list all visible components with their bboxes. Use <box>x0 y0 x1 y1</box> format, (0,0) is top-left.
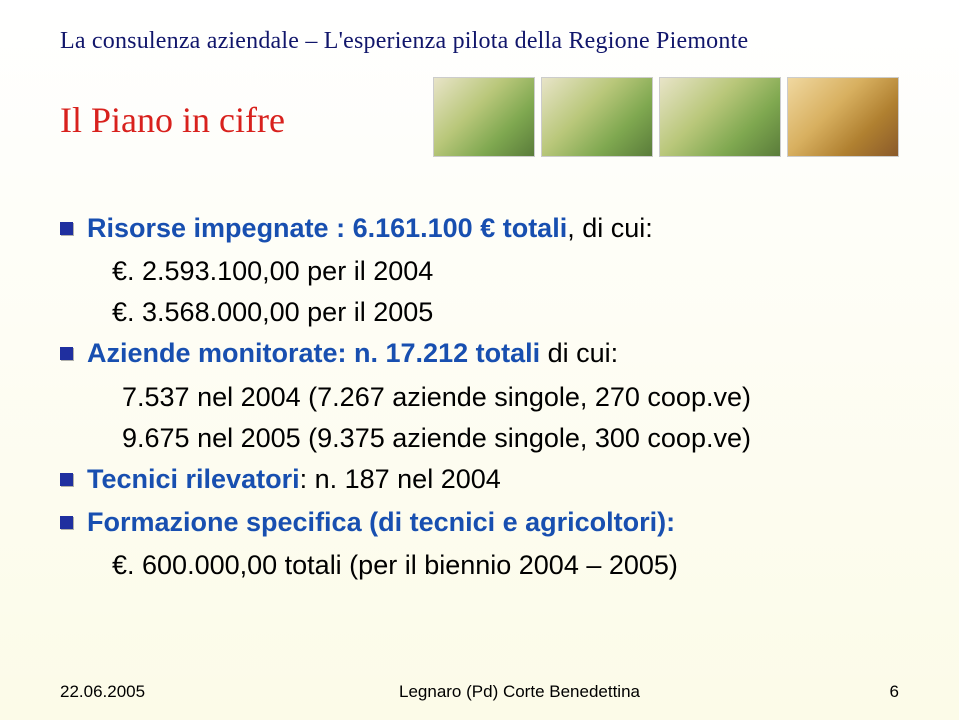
bullet-text: Aziende monitorate: n. 17.212 totali di … <box>87 334 899 373</box>
label-risorse: Risorse impegnate <box>87 213 329 243</box>
bullet-square-icon <box>60 516 73 529</box>
value-tecnici: : n. 187 nel 2004 <box>300 464 501 494</box>
footer-page: 6 <box>859 682 899 702</box>
bullet-text: Formazione specifica (di tecnici e agric… <box>87 503 899 542</box>
bullet-square-icon <box>60 347 73 360</box>
slide-header: La consulenza aziendale – L'esperienza p… <box>60 28 899 55</box>
value-aziende: : n. 17.212 totali <box>338 338 541 368</box>
photo-farmer-field <box>541 77 653 157</box>
slide-title: Il Piano in cifre <box>60 99 285 141</box>
photo-euro-money <box>787 77 899 157</box>
bullet-formazione: Formazione specifica (di tecnici e agric… <box>60 503 899 542</box>
slide: La consulenza aziendale – L'esperienza p… <box>0 0 959 720</box>
bullet-aziende: Aziende monitorate: n. 17.212 totali di … <box>60 334 899 373</box>
sub-risorse-2004: €. 2.593.100,00 per il 2004 <box>112 252 899 291</box>
value-risorse: : 6.161.100 € totali <box>329 213 568 243</box>
footer: 22.06.2005 Legnaro (Pd) Corte Benedettin… <box>0 682 959 702</box>
photo-vineyard-rows <box>659 77 781 157</box>
title-row: Il Piano in cifre <box>60 77 899 157</box>
sub-formazione: €. 600.000,00 totali (per il biennio 200… <box>112 546 899 585</box>
bullet-text: Risorse impegnate : 6.161.100 € totali, … <box>87 209 899 248</box>
sub-aziende-2004: 7.537 nel 2004 (7.267 aziende singole, 2… <box>122 378 899 417</box>
bullet-risorse: Risorse impegnate : 6.161.100 € totali, … <box>60 209 899 248</box>
bullet-square-icon <box>60 473 73 486</box>
header-images <box>433 77 899 157</box>
label-aziende: Aziende monitorate <box>87 338 338 368</box>
sub-aziende-2005: 9.675 nel 2005 (9.375 aziende singole, 3… <box>122 419 899 458</box>
footer-date: 22.06.2005 <box>60 682 180 702</box>
label-tecnici: Tecnici rilevatori <box>87 464 300 494</box>
photo-olive-grove <box>433 77 535 157</box>
bullet-square-icon <box>60 222 73 235</box>
tail-aziende: di cui: <box>540 338 618 368</box>
colon-formazione: : <box>666 507 675 537</box>
bullet-tecnici: Tecnici rilevatori: n. 187 nel 2004 <box>60 460 899 499</box>
sub-risorse-2005: €. 3.568.000,00 per il 2005 <box>112 293 899 332</box>
bullet-text: Tecnici rilevatori: n. 187 nel 2004 <box>87 460 899 499</box>
footer-place: Legnaro (Pd) Corte Benedettina <box>180 682 859 702</box>
label-formazione: Formazione specifica (di tecnici e agric… <box>87 507 666 537</box>
content-area: Risorse impegnate : 6.161.100 € totali, … <box>60 209 899 585</box>
tail-risorse: , di cui: <box>567 213 653 243</box>
